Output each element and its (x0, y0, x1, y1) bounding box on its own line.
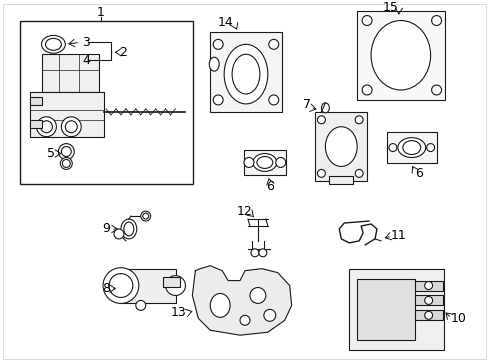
Bar (414, 310, 442, 320)
Bar (30, 92, 104, 137)
Ellipse shape (41, 35, 65, 53)
Text: 13: 13 (170, 306, 186, 319)
Text: 1: 1 (97, 6, 105, 19)
Ellipse shape (317, 170, 325, 177)
Ellipse shape (210, 293, 230, 317)
Bar (244, 149, 285, 175)
Ellipse shape (250, 249, 258, 257)
Ellipse shape (424, 282, 432, 289)
Bar (329, 176, 352, 184)
Ellipse shape (275, 158, 285, 167)
Bar (41, 54, 99, 92)
Ellipse shape (321, 103, 329, 113)
Ellipse shape (264, 309, 275, 321)
Bar (210, 32, 281, 112)
Ellipse shape (244, 158, 253, 167)
Ellipse shape (325, 127, 356, 166)
Text: 9: 9 (102, 222, 110, 235)
Ellipse shape (431, 85, 441, 95)
Bar (348, 269, 443, 350)
Text: 8: 8 (102, 282, 110, 295)
Ellipse shape (431, 15, 441, 26)
Bar (386, 132, 436, 163)
Ellipse shape (58, 144, 74, 159)
Ellipse shape (426, 144, 434, 152)
Ellipse shape (362, 15, 371, 26)
Text: 6: 6 (414, 167, 422, 180)
Ellipse shape (165, 276, 185, 296)
Text: 10: 10 (449, 312, 466, 325)
Text: 2: 2 (119, 46, 126, 59)
Ellipse shape (252, 153, 276, 171)
Polygon shape (192, 266, 291, 335)
Ellipse shape (397, 138, 425, 158)
Bar (414, 280, 442, 291)
Bar (163, 276, 180, 287)
Ellipse shape (213, 39, 223, 49)
Ellipse shape (268, 39, 278, 49)
Ellipse shape (224, 44, 267, 104)
Ellipse shape (61, 117, 81, 137)
Ellipse shape (240, 315, 249, 325)
Bar (414, 296, 442, 305)
Bar (121, 269, 175, 303)
Text: 15: 15 (382, 1, 398, 14)
Text: 3: 3 (82, 36, 90, 49)
Ellipse shape (121, 219, 137, 239)
Ellipse shape (268, 95, 278, 105)
Text: 11: 11 (390, 229, 406, 242)
Bar (315, 112, 366, 181)
Text: 7: 7 (302, 98, 310, 111)
Ellipse shape (362, 85, 371, 95)
Bar (30, 120, 41, 128)
Ellipse shape (388, 144, 396, 152)
Ellipse shape (249, 288, 265, 303)
Ellipse shape (114, 229, 123, 239)
Bar (356, 10, 444, 100)
Text: 4: 4 (82, 54, 90, 67)
Ellipse shape (136, 301, 145, 310)
Bar (356, 279, 414, 340)
Ellipse shape (209, 57, 219, 71)
Bar (20, 21, 193, 184)
Ellipse shape (141, 211, 150, 221)
Ellipse shape (354, 170, 363, 177)
Ellipse shape (60, 158, 72, 170)
Text: 5: 5 (47, 147, 55, 160)
Ellipse shape (103, 268, 139, 303)
Ellipse shape (45, 39, 61, 50)
Ellipse shape (213, 95, 223, 105)
Text: 12: 12 (237, 204, 252, 217)
Ellipse shape (37, 117, 56, 137)
Bar (30, 97, 41, 105)
Ellipse shape (424, 311, 432, 319)
Ellipse shape (317, 116, 325, 124)
Ellipse shape (354, 116, 363, 124)
Ellipse shape (258, 249, 266, 257)
Ellipse shape (424, 297, 432, 305)
Text: 14: 14 (217, 16, 233, 29)
Text: 6: 6 (265, 180, 273, 193)
Ellipse shape (370, 21, 430, 90)
